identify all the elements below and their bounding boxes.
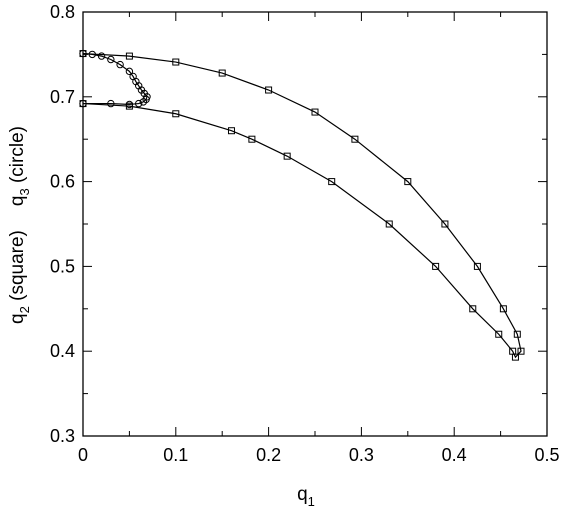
x-tick-label: 0.3 xyxy=(349,445,374,465)
x-tick-label: 0 xyxy=(78,445,88,465)
y-tick-label: 0.7 xyxy=(50,87,75,107)
circle-marker xyxy=(116,60,124,69)
square-marker xyxy=(351,135,359,143)
x-tick-label: 0.2 xyxy=(256,445,281,465)
square-marker xyxy=(227,127,235,135)
y-tick-label: 0.3 xyxy=(50,426,75,446)
circle-marker xyxy=(129,72,137,81)
circle-marker xyxy=(125,67,134,76)
circle-marker xyxy=(97,52,106,60)
y-tick-label: 0.6 xyxy=(50,172,75,192)
circle-marker xyxy=(88,50,96,59)
square-marker xyxy=(385,220,393,228)
square-marker xyxy=(404,178,412,186)
square-marker xyxy=(218,69,226,77)
axis-ticks: 0 0.1 0.2 0.3 0.4 0.5 0.3 0.4 0.5 0.6 0.7 0.8 xyxy=(50,2,560,465)
x-tick-label: 0.1 xyxy=(163,445,188,465)
square-marker xyxy=(172,58,180,66)
square-marker xyxy=(432,262,440,270)
y-axis-label: q2 (square)q3 (circle) xyxy=(7,126,32,324)
square-marker xyxy=(513,330,521,338)
square-marker xyxy=(517,347,525,355)
square-marker xyxy=(283,152,291,160)
x-tick-label: 0.5 xyxy=(534,445,559,465)
circle-marker xyxy=(107,99,115,108)
series-layer xyxy=(79,49,525,361)
circle-marker xyxy=(125,100,134,109)
square-marker xyxy=(311,108,319,116)
square-marker xyxy=(499,305,507,313)
y-tick-label: 0.4 xyxy=(50,341,75,361)
x-tick-label: 0.4 xyxy=(442,445,467,465)
x-axis-label: q1 xyxy=(297,484,315,509)
circle-marker xyxy=(134,99,143,108)
square-marker xyxy=(248,135,256,143)
circle-marker xyxy=(107,55,115,64)
square-marker xyxy=(495,330,503,338)
circle-marker xyxy=(79,99,87,108)
y-tick-label: 0.5 xyxy=(50,256,75,276)
square-marker xyxy=(473,262,481,270)
square-marker xyxy=(441,220,449,228)
circle-series-line xyxy=(82,52,148,106)
square-marker xyxy=(469,305,477,313)
square-marker xyxy=(328,178,336,186)
square-marker xyxy=(265,86,273,94)
y-tick-label: 0.8 xyxy=(50,2,75,22)
circle-marker xyxy=(79,49,87,58)
square-marker xyxy=(125,52,133,60)
plot-frame xyxy=(82,11,548,437)
square-marker xyxy=(172,110,180,118)
square-marker xyxy=(511,353,519,361)
